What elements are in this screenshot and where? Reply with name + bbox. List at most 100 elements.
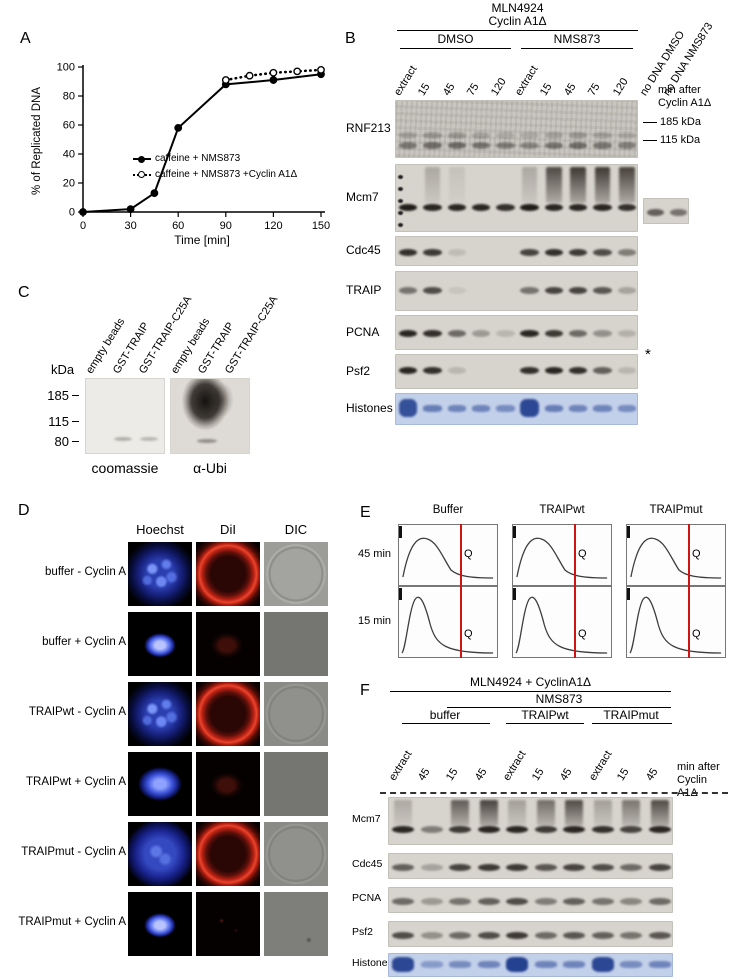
data-point (269, 76, 278, 84)
condition-label: buffer + Cyclin A (42, 636, 126, 648)
micrograph-dic (264, 682, 328, 746)
c-marker-80: 80 (37, 434, 79, 449)
c-marker-185: 185 (37, 388, 79, 403)
protein-band (420, 897, 443, 905)
ubiquitylation-smear (424, 167, 441, 204)
protein-band (423, 404, 442, 412)
panel-d-label: D (18, 502, 30, 519)
protein-band (398, 141, 418, 149)
protein-band (617, 367, 637, 375)
marker-value: 80 (54, 434, 69, 449)
protein-band (447, 132, 466, 140)
blot-protein-label: PCNA (352, 892, 382, 904)
protein-band (423, 132, 442, 140)
micrograph-hoechst (128, 612, 192, 676)
protein-band (534, 863, 557, 871)
chart-legend: caffeine + NMS873 caffeine + NMS873 +Cyc… (133, 153, 297, 184)
protein-band (447, 367, 466, 375)
b-dmso-rule (400, 48, 511, 49)
dna-profile-trace (630, 537, 722, 579)
axis-tick (627, 588, 630, 600)
marker-ladder-dot (398, 199, 403, 203)
cytometry-plot-15min (398, 586, 498, 658)
protein-band (392, 897, 415, 905)
protein-band (620, 863, 643, 871)
protein-band (617, 141, 637, 149)
c-lane-labels: empty beads GST-TRAIP GST-TRAIP-C25A empty … (84, 294, 280, 376)
protein-band (506, 957, 529, 973)
gel-band (114, 437, 132, 441)
kda-unit-label: kDa (51, 362, 75, 377)
y-tick-label: 100 (57, 62, 75, 74)
protein-band (617, 404, 637, 412)
blot-protein-label: Mcm7 (346, 190, 379, 204)
panel-a: A 0 20 40 60 80 100 0 30 60 90 120 150 % of Replica… (15, 25, 335, 260)
legend-item: caffeine + NMS873 +Cyclin A1Δ (133, 169, 297, 182)
blot-rnf213 (395, 100, 638, 158)
protein-band (620, 897, 643, 905)
lane-label: GST-TRAIP-C25A (222, 293, 281, 376)
x-tick-label: 120 (264, 220, 282, 232)
marker-ladder-dot (398, 187, 403, 191)
gate-label: Q (464, 628, 473, 640)
protein-band (593, 404, 612, 412)
protein-band (471, 203, 491, 211)
blot-cdc45 (395, 236, 638, 266)
protein-band (520, 141, 539, 149)
micrograph-dic (264, 752, 328, 816)
x-axis-title: Time [min] (174, 233, 230, 247)
legend-label: caffeine + NMS873 (155, 153, 241, 164)
legend-marker-filled-circle (133, 155, 151, 163)
protein-band (569, 286, 588, 294)
cytometry-condition-title: TRAIPwt (539, 504, 585, 516)
gate-line (574, 524, 576, 658)
y-tick-label: 60 (63, 120, 75, 132)
micrograph-hoechst (128, 822, 192, 886)
gate-line (688, 524, 690, 658)
ubiquitylation-smear (521, 167, 538, 204)
b-time-axis-line2: Cyclin A1Δ (658, 97, 712, 110)
x-tick-label: 0 (80, 220, 86, 232)
protein-band (544, 286, 564, 294)
dna-profile-trace (401, 596, 494, 654)
lane-label: 15 (415, 81, 433, 98)
lane-label: extract (391, 63, 420, 98)
protein-band (398, 248, 418, 256)
blot-protein-label: Cdc45 (346, 243, 381, 257)
blot-psf2 (395, 354, 638, 389)
b-time-axis-label: min after Cyclin A1Δ (658, 84, 711, 110)
protein-band (593, 330, 612, 337)
lane-label: 45 (472, 766, 490, 783)
lane-label: 15 (529, 766, 547, 783)
f-buffer-rule (402, 723, 490, 724)
b-treatment-title-line1: MLN4924 (491, 1, 544, 15)
micrograph-dii (196, 682, 260, 746)
protein-band (591, 863, 614, 871)
protein-band (593, 132, 612, 140)
protein-band (423, 367, 442, 375)
protein-band (593, 203, 612, 211)
y-tick-label: 40 (63, 149, 75, 161)
protein-band (563, 897, 586, 905)
blot-pcna (388, 887, 673, 913)
protein-band (591, 931, 614, 939)
marker-ladder-dot (398, 223, 403, 227)
protein-band (398, 330, 418, 337)
micrograph-dii (196, 752, 260, 816)
b-marker-115: 115 kDa (643, 134, 700, 146)
protein-band (471, 141, 491, 149)
lane-label: extract (386, 748, 415, 783)
protein-band (620, 961, 643, 969)
protein-band (449, 931, 472, 939)
protein-band (506, 931, 529, 939)
cytometry-plot-45min (626, 524, 726, 586)
blot-protein-label: TRAIP (346, 283, 382, 297)
protein-band (563, 931, 586, 939)
marker-ladder-dot (398, 211, 403, 215)
protein-band (563, 826, 586, 834)
protein-band (496, 404, 515, 412)
trace-path (401, 596, 494, 654)
lane-label: 15 (614, 766, 632, 783)
ubiquitylation-smear (650, 800, 669, 826)
panel-e-label: E (360, 504, 371, 521)
